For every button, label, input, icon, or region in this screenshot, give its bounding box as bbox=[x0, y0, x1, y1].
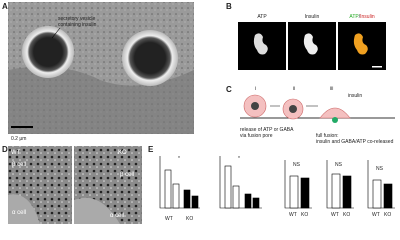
genotype-label: KO bbox=[118, 150, 127, 156]
group-label: KO bbox=[186, 216, 193, 222]
bar bbox=[289, 175, 299, 209]
merge-red: Insulin bbox=[360, 14, 375, 20]
signal bbox=[303, 33, 318, 55]
merge-sep: / bbox=[359, 14, 361, 20]
bar bbox=[191, 195, 199, 209]
group-label: WT bbox=[289, 212, 297, 218]
scale-label: 0.2 μm bbox=[11, 136, 26, 142]
channel-label: ATP/Insulin bbox=[349, 14, 374, 20]
bar bbox=[331, 173, 341, 209]
cell-label: α cell bbox=[110, 213, 124, 219]
annotation: full fusion: bbox=[316, 133, 339, 139]
bar bbox=[252, 197, 260, 209]
vesicle bbox=[22, 26, 74, 78]
alpha-region bbox=[74, 197, 120, 224]
significance: * bbox=[178, 156, 180, 162]
panel-letter: B bbox=[226, 2, 232, 11]
annotation: release of ATP or GABA bbox=[240, 127, 294, 133]
bar bbox=[342, 175, 352, 209]
significance: NS bbox=[293, 162, 301, 168]
pointer bbox=[51, 27, 61, 39]
group-label: KO bbox=[343, 212, 350, 218]
significance: * bbox=[238, 156, 240, 162]
panel-b: B ATP Insulin ATP/Insulin bbox=[226, 2, 386, 70]
bar bbox=[372, 179, 382, 209]
annotation: secretory vesicle bbox=[58, 16, 95, 22]
bar bbox=[300, 177, 310, 209]
significance: NS bbox=[376, 166, 384, 172]
cell-label: β cell bbox=[120, 172, 134, 178]
cell-label: α cell bbox=[12, 210, 26, 216]
vesicle bbox=[122, 30, 178, 86]
annotation: via fusion pore bbox=[240, 133, 273, 139]
bar bbox=[244, 193, 252, 209]
panel-e: E * * NS NS NS WT KO WT KO WT KO WT KO bbox=[148, 145, 395, 222]
bar bbox=[232, 185, 240, 209]
panel-c: C i ii iii insulin release of ATP or GAB… bbox=[226, 85, 395, 145]
group-label: WT bbox=[165, 216, 173, 222]
panel-d: D WT KO β cell α cell β cell α cell bbox=[2, 145, 142, 224]
group-label: KO bbox=[301, 212, 308, 218]
group-label: WT bbox=[331, 212, 339, 218]
cell-label: β cell bbox=[12, 162, 26, 168]
bar bbox=[224, 165, 232, 209]
bar bbox=[183, 189, 191, 209]
bar bbox=[172, 183, 180, 209]
figure: A secretory vesicle containing insulin 0… bbox=[2, 2, 395, 224]
scale-bar bbox=[11, 126, 33, 128]
step-label: iii bbox=[330, 86, 333, 92]
cytoplasm bbox=[8, 66, 194, 134]
panel-a: A secretory vesicle containing insulin 0… bbox=[2, 2, 194, 142]
alpha-region bbox=[8, 194, 40, 224]
group-label: KO bbox=[384, 212, 391, 218]
step-label: ii bbox=[293, 86, 295, 92]
signal bbox=[253, 33, 268, 55]
core bbox=[251, 102, 259, 110]
panel-letter: A bbox=[2, 2, 8, 11]
fused-vesicle bbox=[319, 107, 351, 119]
annotation: insulin and GABA/ATP co-released bbox=[316, 139, 394, 145]
step-label: i bbox=[255, 86, 256, 92]
channel-label: ATP bbox=[257, 14, 267, 20]
panel-letter: C bbox=[226, 85, 232, 94]
genotype-label: WT bbox=[11, 150, 21, 156]
released-cargo bbox=[332, 117, 338, 123]
annotation: insulin bbox=[348, 93, 362, 99]
bar bbox=[383, 183, 393, 209]
significance: NS bbox=[335, 162, 343, 168]
channel-label: Insulin bbox=[305, 14, 320, 20]
signal bbox=[353, 33, 368, 55]
panel-letter: E bbox=[148, 145, 154, 154]
core bbox=[289, 105, 297, 113]
bar bbox=[164, 169, 172, 209]
panel-letter: D bbox=[2, 145, 8, 154]
scale-bar bbox=[372, 66, 382, 68]
annotation: containing insulin bbox=[58, 22, 97, 28]
merge-green: ATP bbox=[349, 14, 359, 20]
group-label: WT bbox=[372, 212, 380, 218]
